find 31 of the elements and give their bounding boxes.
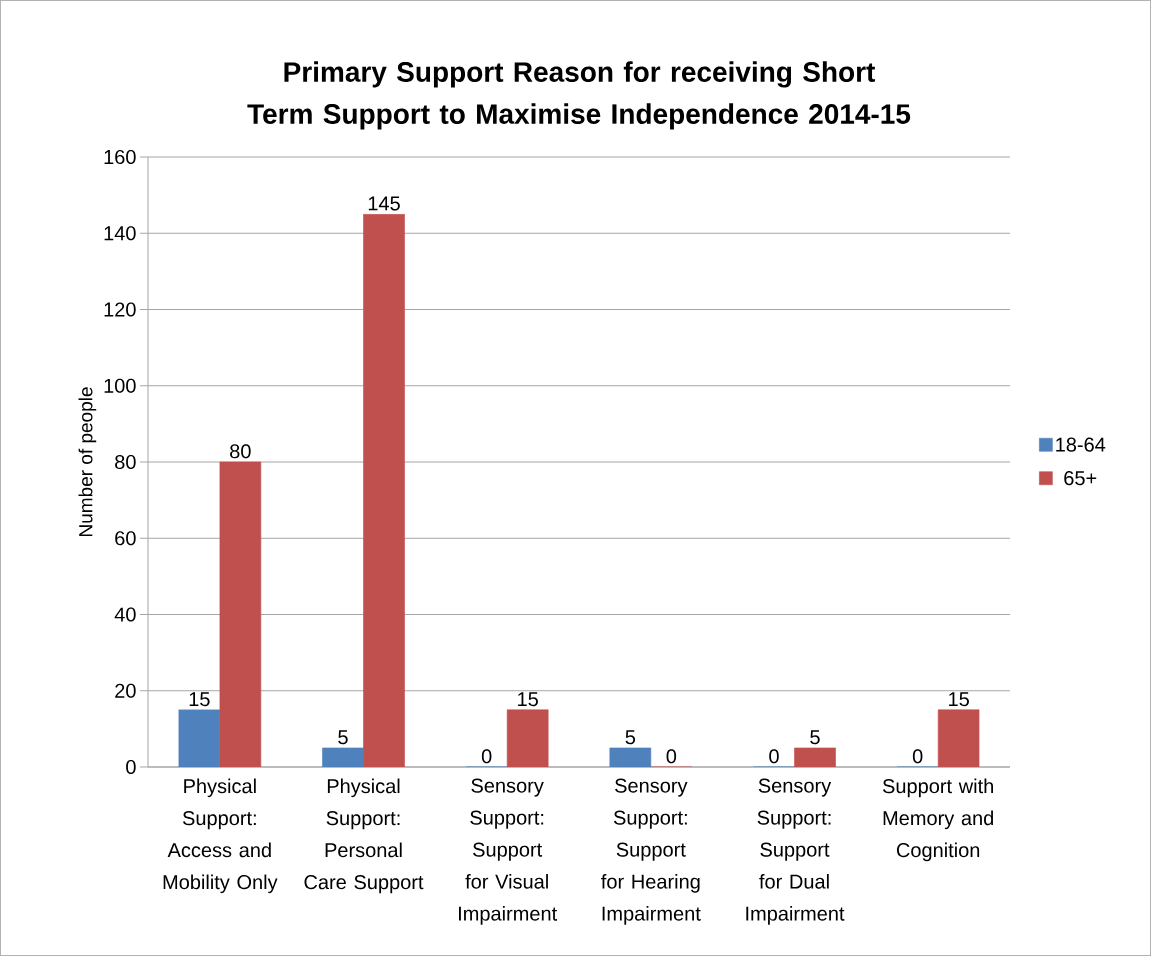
y-tick-label: 100 [104, 378, 136, 393]
data-label: 15 [189, 692, 210, 707]
y-tick-label: 60 [115, 531, 136, 546]
y-tick-label: 0 [126, 759, 136, 775]
y-tick-label: 160 [104, 149, 136, 165]
data-label: 0 [912, 749, 923, 764]
y-tick-label: 40 [114, 607, 136, 622]
data-label: 0 [666, 749, 677, 764]
data-label: 0 [769, 749, 779, 764]
x-tick-label: Sensory Support: Support for Dual Impairment [746, 778, 845, 925]
x-tick-label: Sensory Support: Support for Hearing Impairment [601, 778, 701, 925]
chart-title: Primary Support Reason for receiving Short Term Support to Maximise Independence 2014-15 [247, 61, 911, 130]
data-label: 5 [810, 730, 820, 745]
legend-label: 65+ [1064, 471, 1097, 486]
y-tick-label: 120 [104, 302, 136, 317]
x-tick-label: Support with Memory and Cognition [882, 778, 993, 862]
x-tick-label: Sensory Support: Support for Visual Impairment [459, 778, 558, 925]
x-tick-label: Physical Support: Personal Care Support [304, 778, 424, 894]
data-label: 80 [230, 444, 251, 459]
data-label: 145 [368, 196, 400, 211]
data-label: 5 [338, 730, 348, 745]
data-label: 15 [518, 692, 538, 707]
y-tick-label: 80 [115, 454, 136, 470]
x-tick-label: Physical Support: Access and Mobility Only [163, 778, 278, 894]
data-label: 5 [625, 730, 636, 745]
data-label: 15 [949, 692, 969, 707]
y-axis-title: Number of people [78, 387, 97, 536]
y-tick-label: 140 [104, 226, 136, 241]
data-label: 0 [481, 749, 492, 764]
legend-label: 18-64 [1056, 437, 1106, 452]
y-tick-label: 20 [115, 683, 136, 698]
